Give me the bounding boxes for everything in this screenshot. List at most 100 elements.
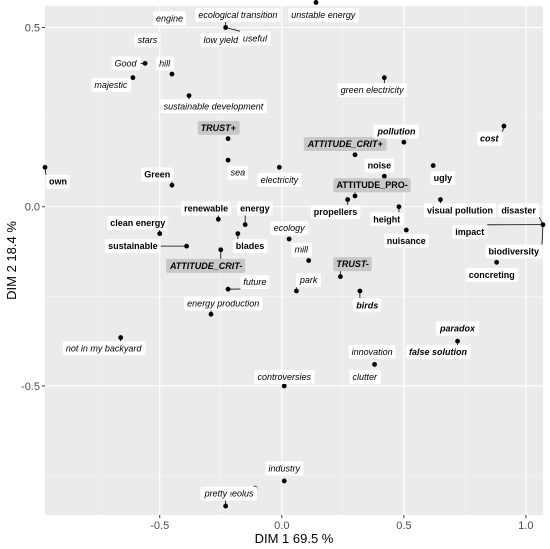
point-marker [157, 231, 163, 237]
point-marker [306, 258, 312, 263]
point-label-box [200, 486, 231, 501]
point-label: own [46, 174, 70, 189]
point-label-box [436, 321, 480, 336]
point-label-text: ATTITUDE_CRIT- [169, 261, 242, 271]
point-label-box [227, 165, 249, 180]
point-label-box [333, 178, 411, 193]
point-label-box [257, 172, 302, 187]
point-label-text: cost [480, 134, 500, 144]
point-marker [42, 164, 48, 170]
point-marker [357, 288, 363, 294]
point-label: impact [452, 224, 488, 239]
point-label-box [141, 167, 174, 182]
point-marker [218, 247, 224, 253]
point-marker [403, 227, 409, 233]
point-label: blades [232, 239, 268, 254]
point-label: visual pollution [423, 203, 497, 218]
point-label: sustainable development [160, 99, 267, 114]
point-label-text: Good [115, 58, 138, 68]
point-label: ATTITUDE_CRIT- [165, 258, 246, 273]
point-label-box [465, 267, 518, 282]
point-label-box [197, 120, 240, 135]
point-label: unstable energy [288, 7, 359, 22]
point-marker [142, 60, 148, 66]
point-label-text: sustainable [108, 241, 158, 251]
y-tick-label: 0.5 [25, 23, 40, 35]
point-label-text: height [373, 214, 400, 224]
point-marker [501, 123, 507, 129]
point-label-box [254, 369, 315, 384]
point-label: aeolus [224, 486, 258, 501]
point-label: ATTITUDE_PRO- [333, 178, 411, 193]
point-label: disaster [498, 203, 540, 218]
point-label-box [373, 124, 420, 139]
point-label-text: TRUST- [336, 259, 369, 269]
point-marker [223, 25, 229, 30]
point-label-box [181, 201, 232, 216]
point-label-text: engine [156, 14, 183, 24]
point-marker [169, 71, 175, 77]
point-label: energy production [184, 296, 263, 311]
point-label-box [165, 258, 246, 273]
point-label: clutter [349, 369, 382, 384]
y-axis-title: DIM 2 18.4 % [4, 221, 19, 300]
point-label-box [477, 131, 503, 146]
point-label-text: renewable [184, 204, 228, 214]
point-label-text: false solution [409, 347, 468, 357]
point-label: biodiversity [485, 244, 542, 259]
point-label-box [224, 486, 258, 501]
point-label: nuisance [383, 233, 429, 248]
point-label-text: controversies [257, 372, 311, 382]
point-label-box [310, 205, 361, 220]
point-label-text: aeolus [227, 488, 254, 498]
point-label-box [295, 273, 321, 288]
point-label-box [91, 77, 131, 92]
point-label-text: concreting [469, 270, 515, 280]
point-marker [130, 75, 136, 81]
point-label: noise [364, 158, 395, 173]
point-label-text: ecology [274, 223, 306, 233]
point-label-text: useful [243, 33, 268, 43]
point-label-box [291, 242, 313, 257]
point-label-text: biodiversity [488, 247, 539, 257]
point-label-text: Green [144, 169, 170, 179]
point-label-text: blades [236, 241, 265, 251]
points [42, 0, 546, 509]
point-labels: engine stars Good majestic hill sustainable d… [46, 7, 542, 501]
point-label-box [105, 239, 161, 254]
point-label: stars [134, 33, 161, 48]
point-label-box [111, 56, 141, 71]
point-marker [494, 259, 500, 265]
point-label: industry [265, 461, 304, 476]
point-label: ugly [430, 171, 456, 186]
point-label-text: propellers [314, 207, 358, 217]
point-marker [352, 152, 358, 158]
point-marker [286, 236, 292, 242]
point-marker [208, 311, 214, 317]
point-marker [401, 139, 407, 145]
point-label-box [107, 215, 169, 230]
point-marker [186, 93, 192, 99]
point-label: sea [227, 165, 249, 180]
point-label: electricity [257, 172, 302, 187]
point-label-text: mill [295, 245, 309, 255]
point-label: sustainable [105, 239, 161, 254]
point-marker [223, 503, 229, 509]
point-label-box [406, 344, 471, 359]
point-label-text: pollution [377, 126, 416, 136]
point-label-text: pretty [204, 488, 228, 498]
point-label-text: not in my backyard [66, 343, 143, 353]
point-label-box [452, 224, 488, 239]
point-label-box [156, 56, 175, 71]
x-tick-label: 1.0 [518, 520, 533, 532]
point-label-text: ecological transition [198, 10, 277, 20]
point-label-text: clean energy [110, 218, 165, 228]
point-label: low yield [200, 33, 243, 48]
point-marker [235, 231, 241, 237]
point-label: renewable [181, 201, 232, 216]
point-label-text: unstable energy [291, 10, 356, 20]
point-label: concreting [465, 267, 518, 282]
point-label-box [288, 7, 359, 22]
x-tick-label: 0.5 [396, 520, 411, 532]
x-axis-title: DIM 1 69.5 % [255, 531, 334, 546]
